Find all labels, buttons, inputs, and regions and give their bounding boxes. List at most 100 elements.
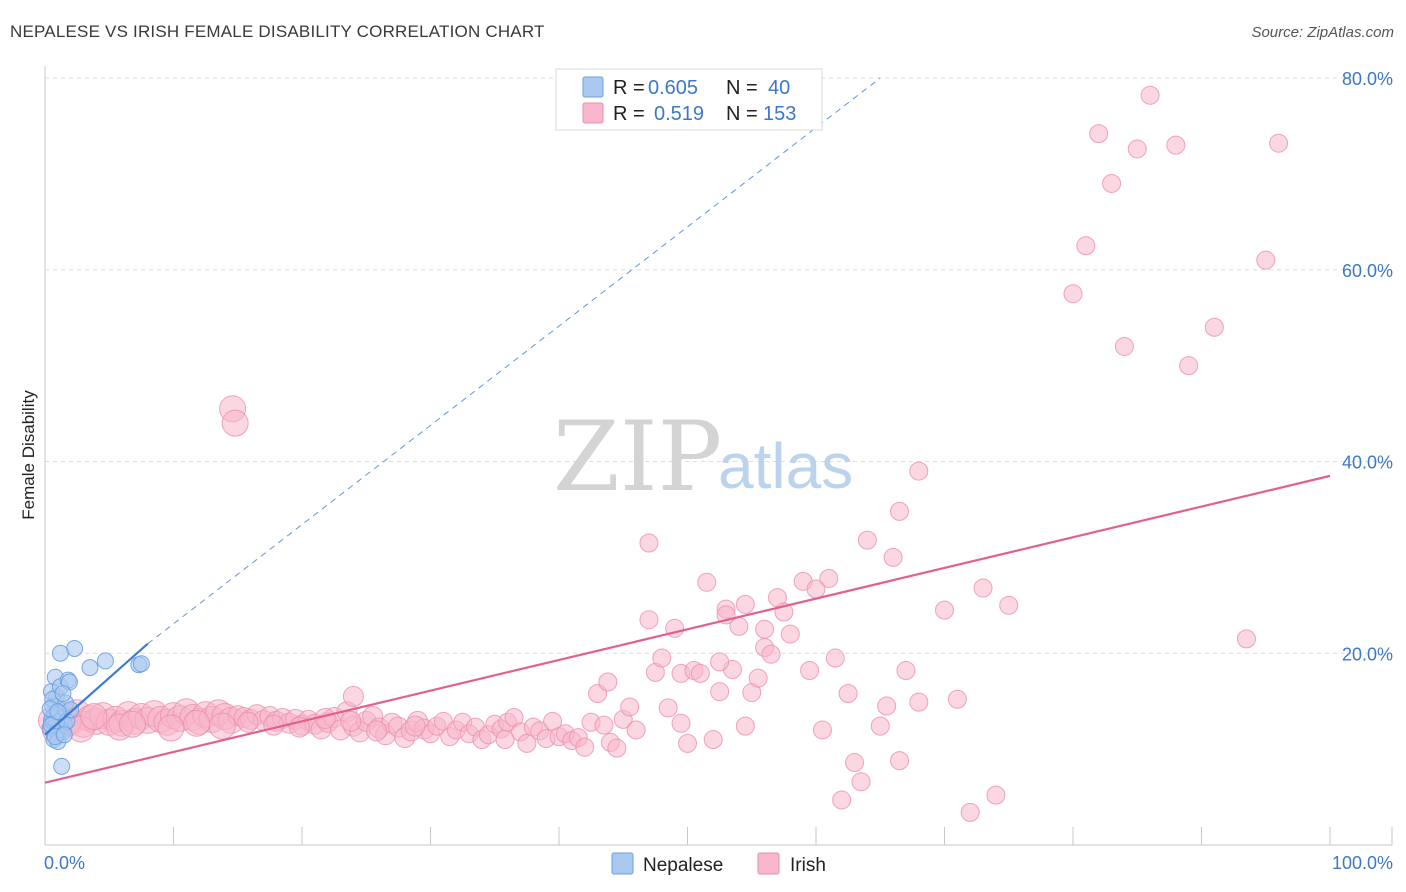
irish-point [780,624,800,644]
irish-point [710,682,730,702]
irish-point [761,644,781,664]
bottom-legend-label-irish: Irish [790,855,826,876]
legend-n-value-irish: 153 [763,103,796,125]
irish-point [896,661,916,681]
nepalese-point [81,659,99,677]
irish-point [366,720,388,742]
irish-point [594,715,614,735]
legend-r-value-irish: 0.519 [654,103,704,125]
irish-point [1076,236,1096,256]
nepalese-point [54,685,72,703]
irish-point [800,661,820,681]
y-tick-label: 20.0% [1342,644,1393,664]
watermark: ZIP atlas [553,401,853,513]
irish-point [221,409,249,437]
legend-r-label-nepalese: R = [613,77,645,99]
irish-point [845,753,865,773]
irish-point [639,533,659,553]
legend-swatch-irish [582,102,604,124]
irish-point [999,595,1019,615]
irish-point [342,685,364,707]
irish-point [340,710,362,732]
irish-point [1127,139,1147,159]
irish-point [877,696,897,716]
irish-point [607,738,627,758]
irish-trend-line [44,474,1331,784]
irish-point [1063,284,1083,304]
irish-point [1089,124,1109,144]
legend-n-label-irish: N = [726,103,758,125]
irish-point [690,663,710,683]
irish-point [404,715,426,737]
irish-point [960,802,980,822]
irish-point [735,716,755,736]
irish-point [598,672,618,692]
nepalese-point [51,644,69,662]
irish-point [157,714,185,742]
legend-n-label-nepalese: N = [726,77,758,99]
chart-source: Source: ZipAtlas.com [1251,24,1394,41]
nepalese-point [55,726,73,744]
irish-point [626,720,646,740]
legend-r-value-nepalese: 0.605 [648,77,698,99]
irish-point [575,737,595,757]
irish-point [947,689,967,709]
y-tick-label: 80.0% [1342,69,1393,89]
y-tick-label: 60.0% [1342,261,1393,281]
irish-point [703,730,723,750]
irish-point [80,703,108,731]
irish-point [263,714,285,736]
irish-point [639,610,659,630]
irish-point [935,600,954,620]
nepalese-point [132,655,150,673]
nepalese-trend-line [44,642,149,736]
bottom-legend-swatch-nepalese [611,852,634,875]
irish-point [671,713,691,733]
irish-point [118,710,146,738]
legend-n-value-nepalese: 40 [768,77,790,99]
irish-point [812,720,832,740]
irish-point [1269,133,1289,153]
nepalese-point [66,639,84,657]
irish-point [1102,173,1122,193]
irish-point [1204,317,1224,337]
x-tick-label-min: 0.0% [44,853,85,873]
irish-point [208,712,236,740]
irish-point [697,572,717,592]
irish-point [909,692,929,712]
irish-point [1236,629,1256,649]
irish-point [1256,250,1276,270]
irish-point [678,733,697,753]
irish-point [620,697,640,717]
irish-point [1114,336,1134,356]
irish-point [890,501,910,521]
irish-point [658,698,678,718]
irish-point [838,684,858,704]
irish-point [819,568,839,588]
irish-point [183,709,211,737]
irish-point [517,733,537,753]
irish-point [851,772,871,792]
irish-point [735,594,755,614]
chart-title: NEPALESE VS IRISH FEMALE DISABILITY CORR… [10,22,545,41]
irish-point [1140,85,1160,105]
watermark-atlas: atlas [718,430,853,502]
bottom-legend-label-nepalese: Nepalese [643,855,723,876]
nepalese-trend-extension [147,77,881,645]
irish-point [832,790,852,810]
x-tick-label-max: 100.0% [1332,853,1393,873]
legend-swatch-nepalese [582,76,604,98]
irish-point [652,648,672,668]
irish-point [870,716,890,736]
y-tick-label: 40.0% [1342,453,1393,473]
irish-point [883,547,903,567]
irish-point [237,711,259,733]
irish-point [890,751,910,771]
irish-point [748,668,768,688]
legend-r-label-irish: R = [613,103,645,125]
stats-legend: R = 0.605 N = 40 R = 0.519 N = 153 [555,68,823,131]
nepalese-point [53,757,71,775]
irish-point [710,652,730,672]
trend-layer [44,77,1331,784]
